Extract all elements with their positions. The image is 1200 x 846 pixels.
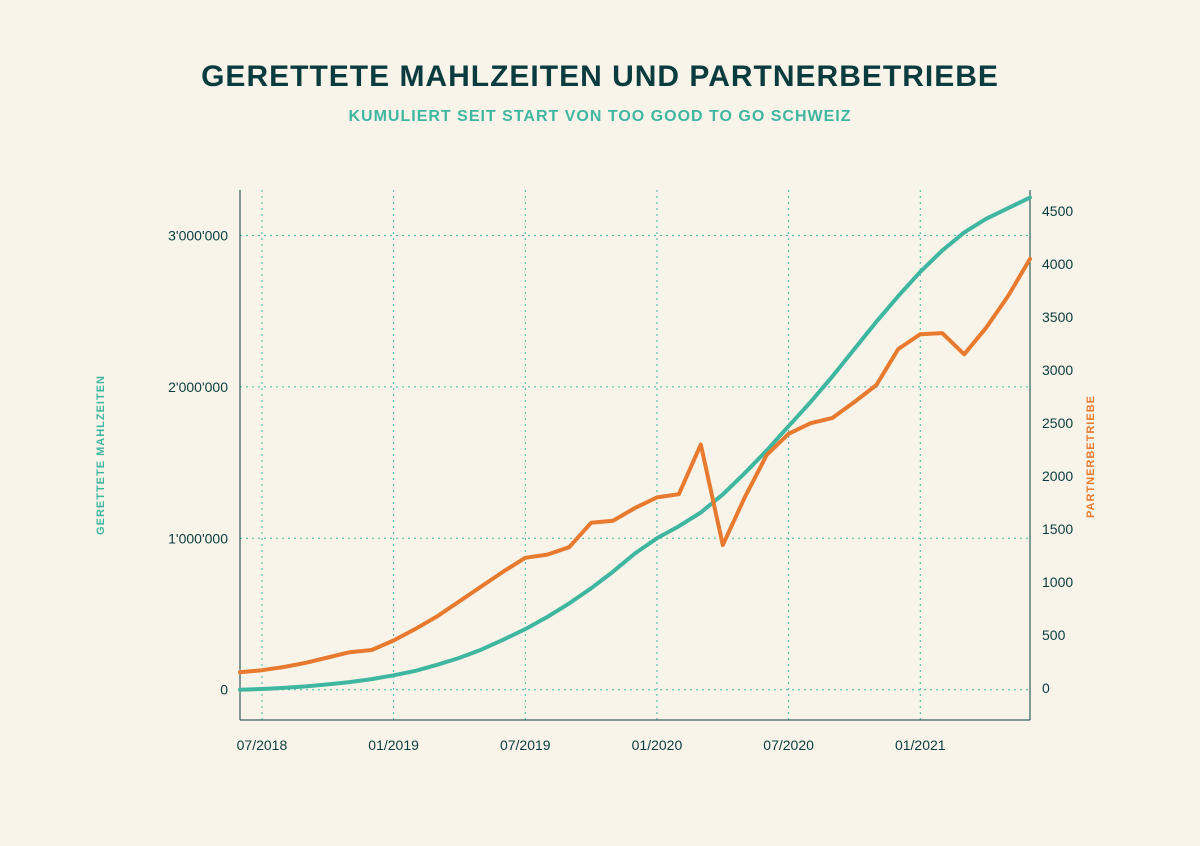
y-left-tick-label: 0 bbox=[220, 682, 228, 698]
y-right-tick-label: 500 bbox=[1042, 627, 1066, 643]
y-right-tick-label: 2500 bbox=[1042, 415, 1073, 431]
x-tick-label: 01/2019 bbox=[368, 737, 419, 753]
y-right-tick-label: 4500 bbox=[1042, 203, 1073, 219]
y-left-axis-label: GERETTETE MAHLZEITEN bbox=[95, 375, 107, 535]
y-right-tick-label: 3000 bbox=[1042, 362, 1073, 378]
y-right-tick-label: 0 bbox=[1042, 680, 1050, 696]
series-line-partners bbox=[240, 259, 1030, 672]
y-left-tick-label: 3'000'000 bbox=[168, 227, 228, 243]
chart-subtitle: KUMULIERT SEIT START VON TOO GOOD TO GO … bbox=[0, 108, 1200, 126]
y-right-tick-label: 3500 bbox=[1042, 309, 1073, 325]
y-right-tick-label: 1500 bbox=[1042, 521, 1073, 537]
x-tick-label: 07/2019 bbox=[500, 737, 551, 753]
x-tick-label: 07/2020 bbox=[763, 737, 814, 753]
chart-area: 0 1'000'000 2'000'000 3'000'000 0 500 1000 1500… bbox=[120, 150, 1080, 790]
series-line-meals bbox=[240, 198, 1030, 690]
y-right-tick-label: 1000 bbox=[1042, 574, 1073, 590]
chart-title: GERETTETE MAHLZEITEN UND PARTNERBETRIEBE bbox=[0, 60, 1200, 94]
x-tick-label: 01/2020 bbox=[632, 737, 683, 753]
y-left-tick-label: 2'000'000 bbox=[168, 379, 228, 395]
x-tick-label: 01/2021 bbox=[895, 737, 946, 753]
y-right-axis-label: PARTNERBETRIEBE bbox=[1085, 395, 1097, 518]
y-right-tick-label: 4000 bbox=[1042, 256, 1073, 272]
x-tick-label: 07/2018 bbox=[237, 737, 288, 753]
chart-svg: 0 1'000'000 2'000'000 3'000'000 0 500 1000 1500… bbox=[120, 150, 1080, 790]
page: GERETTETE MAHLZEITEN UND PARTNERBETRIEBE… bbox=[0, 0, 1200, 846]
y-left-tick-label: 1'000'000 bbox=[168, 530, 228, 546]
y-right-tick-label: 2000 bbox=[1042, 468, 1073, 484]
